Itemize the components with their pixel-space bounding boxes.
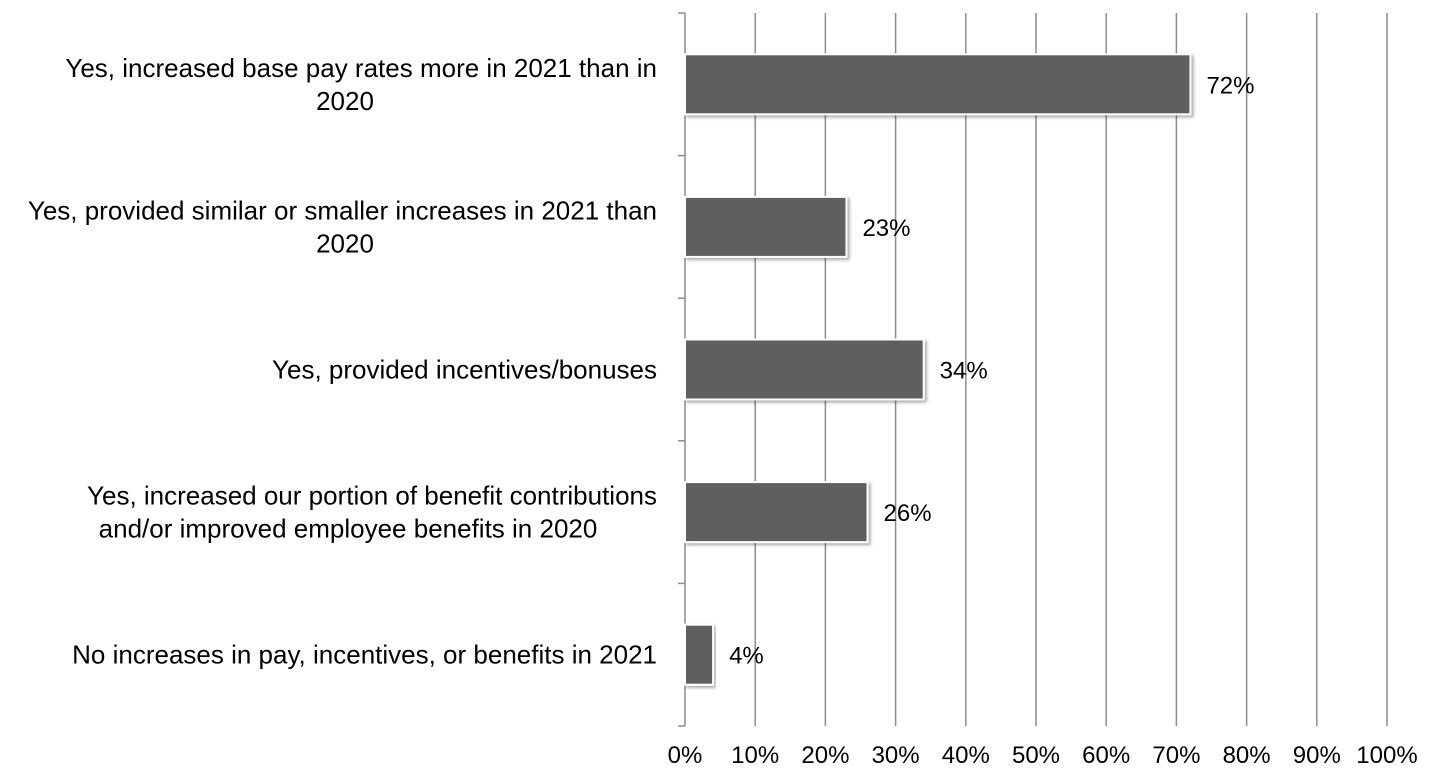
category-label: Yes, increased our portion of benefit co… [87,481,657,544]
x-tick-label: 60% [1082,742,1130,769]
labels: 0% 10% 20% 30% 40% 50% 60% 70% 80% 90% 100% 72% Yes,… [28,53,1418,769]
bar [684,195,848,258]
data-label: 23% [862,215,910,242]
data-label: 34% [940,358,988,385]
x-tick-label: 40% [942,742,990,769]
bar [684,53,1192,116]
category-label-line: Yes, increased our portion of benefit co… [87,481,657,511]
bar [684,338,925,401]
category-label-line: 2020 [316,228,374,258]
gridlines [754,13,1388,726]
category-label-line: Yes, provided incentives/bonuses [272,355,657,385]
x-tick-label: 0% [668,742,703,769]
x-tick-label: 100% [1356,742,1417,769]
x-tick-label: 80% [1223,742,1271,769]
category-label-line: Yes, provided similar or smaller increas… [28,195,657,225]
data-label: 4% [729,643,764,670]
x-tick-label: 10% [731,742,779,769]
category-label: No increases in pay, incentives, or bene… [72,640,657,670]
x-tick-label: 70% [1152,742,1200,769]
category-label-line: and/or improved employee benefits in 202… [99,514,598,544]
category-label-line: No increases in pay, incentives, or bene… [72,640,657,670]
bars [684,53,1192,686]
category-label-line: 2020 [316,86,374,116]
axes [678,12,686,727]
category-label: Yes, increased base pay rates more in 20… [65,53,657,116]
data-label: 26% [884,500,932,527]
bar [684,623,715,686]
x-tick-label: 90% [1293,742,1341,769]
category-label: Yes, provided similar or smaller increas… [28,195,657,258]
bar [684,481,869,544]
category-label: Yes, provided incentives/bonuses [272,355,657,385]
x-tick-label: 20% [801,742,849,769]
category-label-line: Yes, increased base pay rates more in 20… [65,53,657,83]
x-tick-label: 30% [872,742,920,769]
data-label: 72% [1206,72,1254,99]
x-tick-label: 50% [1012,742,1060,769]
